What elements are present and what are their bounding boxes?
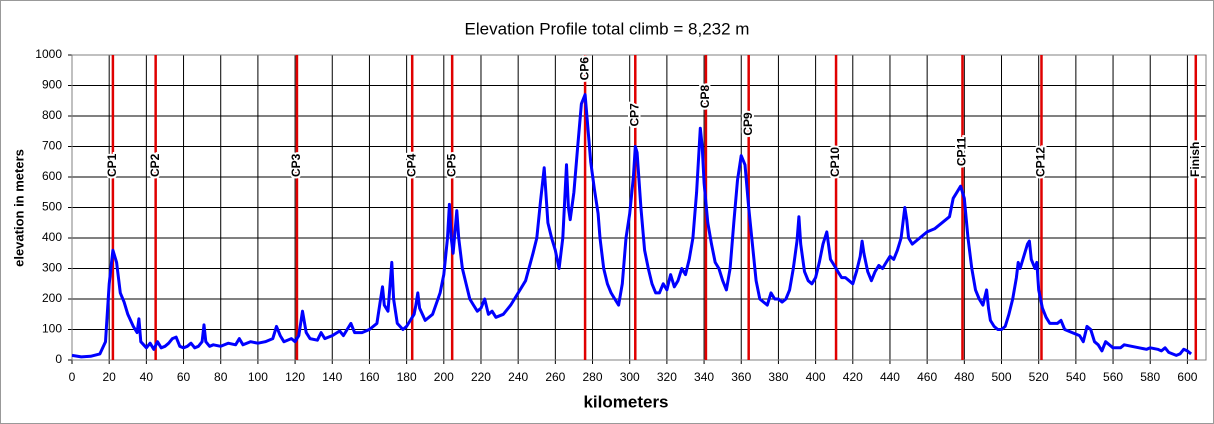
x-tick-label: 100 [248,370,268,384]
checkpoint-label: CP11 [955,136,969,166]
x-axis-label: kilometers [583,392,668,411]
x-tick-label: 500 [991,370,1011,384]
x-tick-label: 280 [583,370,603,384]
x-tick-label: 0 [69,370,76,384]
x-tick-label: 600 [1177,370,1197,384]
y-tick-label: 500 [42,200,62,214]
x-tick-label: 560 [1103,370,1123,384]
y-tick-label: 1000 [35,47,62,61]
checkpoint-label: CP5 [444,153,458,177]
checkpoint-label: CP10 [828,147,842,177]
x-tick-label: 60 [177,370,191,384]
x-tick-label: 420 [843,370,863,384]
plot-border [71,54,1207,361]
checkpoint-label: CP1 [105,153,119,177]
y-tick-label: 600 [42,169,62,183]
x-tick-label: 480 [954,370,974,384]
y-tick-label: 100 [42,322,62,336]
y-tick-label: 800 [42,108,62,122]
x-tick-label: 340 [694,370,714,384]
x-tick-label: 200 [434,370,454,384]
checkpoint-label: CP8 [698,85,712,109]
x-tick-label: 540 [1066,370,1086,384]
checkpoint-label: CP12 [1034,147,1048,177]
x-tick-label: 300 [620,370,640,384]
x-tick-label: 220 [471,370,491,384]
x-tick-label: 460 [917,370,937,384]
checkpoint-label: CP2 [148,153,162,177]
x-tick-label: 400 [806,370,826,384]
x-tick-label: 360 [731,370,751,384]
y-tick-label: 0 [55,352,62,366]
x-tick-label: 580 [1140,370,1160,384]
x-tick-label: 120 [285,370,305,384]
y-tick-label: 400 [42,230,62,244]
y-tick-label: 300 [42,261,62,275]
x-tick-label: 240 [508,370,528,384]
chart-title: Elevation Profile total climb = 8,232 m [465,19,750,38]
x-tick-label: 40 [140,370,154,384]
x-tick-label: 160 [359,370,379,384]
y-tick-label: 200 [42,291,62,305]
x-tick-label: 80 [214,370,228,384]
x-tick-label: 320 [657,370,677,384]
y-tick-label: 700 [42,139,62,153]
checkpoint-label: CP9 [741,112,755,136]
x-tick-label: 180 [397,370,417,384]
checkpoint-label: CP3 [289,153,303,177]
x-tick-label: 260 [545,370,565,384]
y-tick-label: 900 [42,78,62,92]
x-tick-label: 520 [1029,370,1049,384]
x-tick-label: 20 [103,370,117,384]
checkpoint-label: CP7 [627,103,641,127]
elevation-line [71,93,1193,359]
checkpoint-label: CP6 [577,57,591,81]
checkpoint-label: Finish [1188,142,1202,177]
y-axis-label: elevation in meters [11,149,26,267]
checkpoint-label: CP4 [404,153,418,177]
x-tick-label: 380 [768,370,788,384]
x-tick-label: 440 [880,370,900,384]
x-tick-label: 140 [322,370,342,384]
